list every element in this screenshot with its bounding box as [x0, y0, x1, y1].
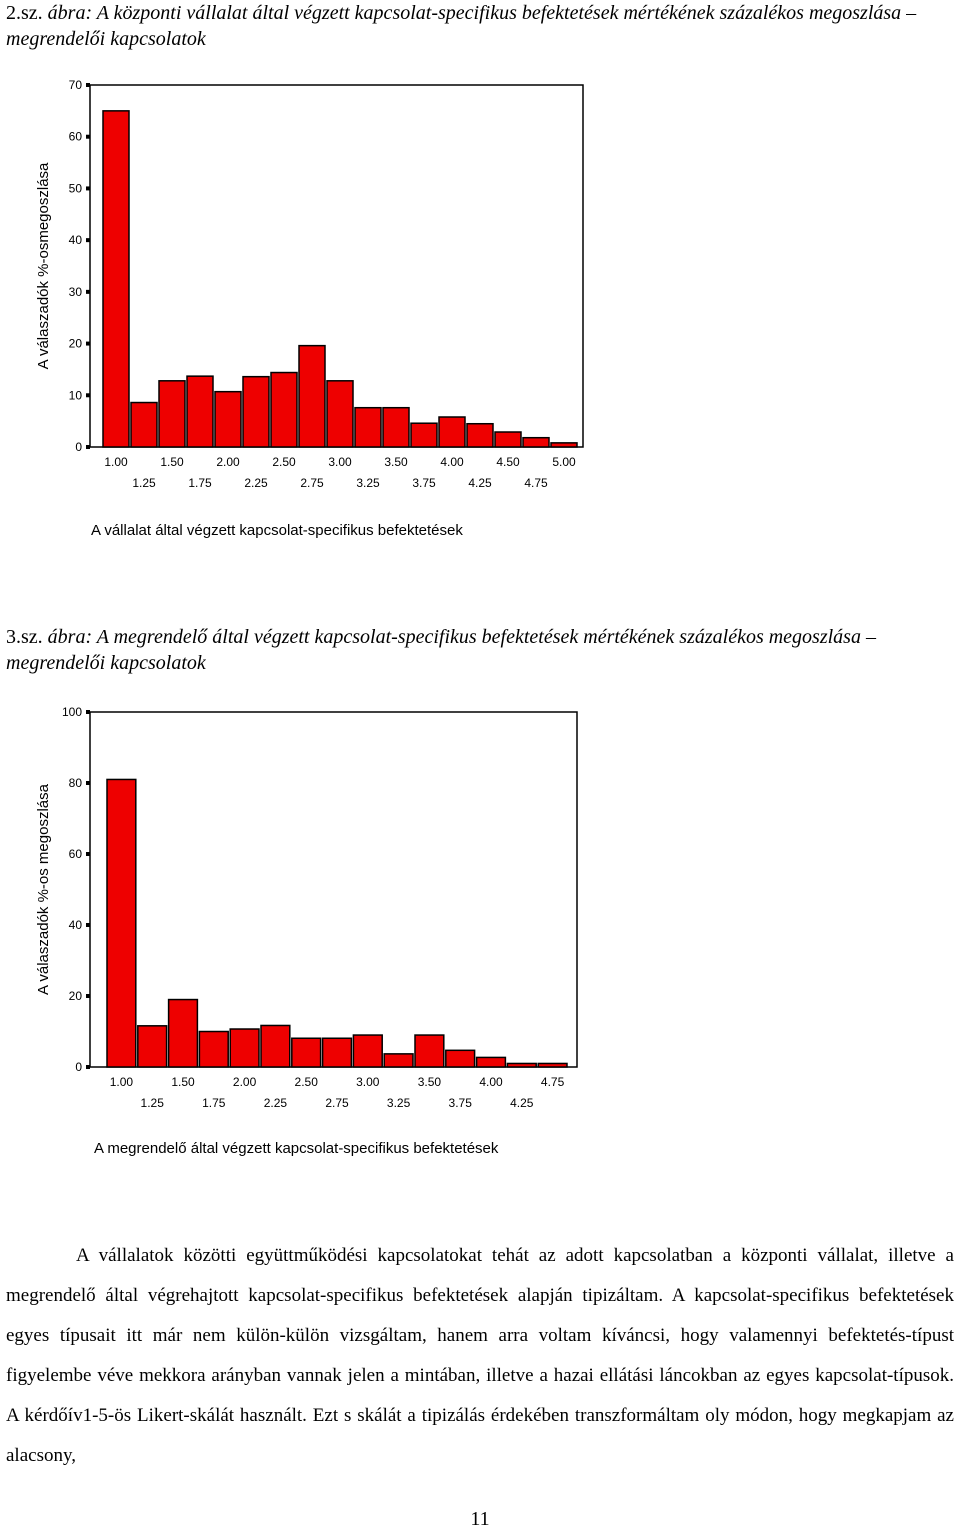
chart1-xtick-label: 4.50 — [496, 455, 520, 469]
chart1-xtick-label: 3.75 — [412, 476, 436, 490]
chart1-bar — [382, 406, 410, 448]
chart1-ytick-label: 20 — [69, 337, 83, 351]
chart2-ylabel: A válaszadók %-os megoszlása — [35, 783, 52, 995]
chart1-xtick-label: 2.75 — [300, 476, 324, 490]
chart1-bar — [130, 401, 158, 448]
chart1-xtick-label: 3.00 — [328, 455, 352, 469]
chart2-bar — [383, 1053, 414, 1068]
figure1-caption-number: 2.sz. — [6, 2, 43, 24]
chart2-xtick-label: 2.00 — [233, 1075, 257, 1089]
chart1-ytick-label: 60 — [69, 130, 83, 144]
chart1-xtick-label: 1.25 — [132, 476, 156, 490]
chart1-bar — [242, 375, 270, 448]
chart2-bar — [321, 1037, 353, 1068]
chart2-xtick-label: 3.25 — [387, 1096, 411, 1110]
chart2-xtick-label: 1.00 — [110, 1075, 134, 1089]
chart1-bar — [410, 422, 438, 448]
chart1-xtick-label: 4.00 — [440, 455, 464, 469]
chart1-bar — [494, 431, 522, 448]
figure2-caption: 3.sz. ábra: A megrendelő által végzett k… — [6, 624, 954, 676]
figure1-caption: 2.sz. ábra: A központi vállalat által vé… — [6, 0, 954, 52]
chart1-xtick-label: 4.25 — [468, 476, 492, 490]
chart2: 0 20 40 60 80 100 1.00 1.50 2.00 2.50 3.00 3.50 4.00… — [35, 705, 578, 1157]
chart2-bar — [506, 1062, 537, 1068]
chart1-bar — [354, 406, 382, 448]
chart1-xtick-label: 5.00 — [552, 455, 576, 469]
chart1-xtick-label: 4.75 — [524, 476, 548, 490]
chart2-xtick-label: 2.50 — [295, 1075, 319, 1089]
chart2-bar — [537, 1062, 568, 1068]
chart1-bar — [186, 375, 214, 448]
chart1-bar — [550, 442, 578, 448]
chart2-bar — [137, 1025, 168, 1068]
chart2-ytick-label: 80 — [69, 776, 83, 790]
chart2-xtick-label: 4.00 — [479, 1075, 503, 1089]
body-paragraph: A vállalatok közötti együttműködési kapc… — [6, 1245, 954, 1466]
chart2-xtick-label: 2.25 — [264, 1096, 288, 1110]
chart2-ytick-label: 20 — [69, 989, 83, 1003]
chart1-xtick-label: 2.00 — [216, 455, 240, 469]
chart1-ylabel: A válaszadók %-osmegoszlása — [35, 162, 52, 369]
chart1-xtick-label: 1.50 — [160, 455, 184, 469]
chart2-bar — [198, 1030, 229, 1068]
chart1-xtick-label: 2.50 — [272, 455, 296, 469]
chart1-xtick-label: 1.00 — [104, 455, 128, 469]
chart2-xtick-label: 3.50 — [418, 1075, 442, 1089]
chart1-ytick-label: 40 — [69, 233, 83, 247]
chart1-ytick-label: 70 — [69, 78, 83, 92]
chart2-bar — [167, 998, 199, 1068]
chart2-xtick-label: 4.25 — [510, 1096, 534, 1110]
chart2-plot: 0 20 40 60 80 100 1.00 1.50 2.00 2.50 3.00 3.50 4.00… — [35, 705, 578, 1157]
chart2-bar — [445, 1049, 476, 1068]
chart1-ytick-label: 50 — [69, 181, 83, 195]
chart1-bar — [298, 344, 326, 448]
chart1-xtick-label: 2.25 — [244, 476, 268, 490]
figure1-caption-text: ábra: A központi vállalat által végzett … — [6, 2, 917, 50]
chart2-bar — [352, 1034, 383, 1068]
chart1-bar — [438, 416, 466, 448]
chart2-xtick-label: 1.25 — [141, 1096, 165, 1110]
chart2-xtick-label: 1.75 — [202, 1096, 226, 1110]
chart1-ytick-label: 0 — [75, 440, 82, 454]
chart2-xtick-label: 2.75 — [325, 1096, 349, 1110]
chart1-ytick-label: 10 — [69, 388, 83, 402]
chart1-bar — [102, 110, 130, 448]
chart2-xtick-label: 4.75 — [541, 1075, 565, 1089]
chart1-xtick-label: 3.25 — [356, 476, 380, 490]
chart1-xtick-label: 1.75 — [188, 476, 212, 490]
chart2-ytick-label: 60 — [69, 847, 83, 861]
chart1-bar — [214, 390, 242, 448]
chart1-bar — [270, 371, 298, 448]
chart1-bar — [522, 436, 550, 448]
chart1-plot: 0 10 20 30 40 50 60 70 1.00 1.50 2.00 2.50 3.00 3.50 4… — [35, 78, 584, 539]
chart2-bar — [291, 1037, 322, 1068]
chart1: 0 10 20 30 40 50 60 70 1.00 1.50 2.00 2.50 3.00 3.50 4… — [35, 78, 584, 539]
chart2-bar — [229, 1028, 260, 1068]
figure2-caption-number: 3.sz. — [6, 626, 43, 648]
figure2-caption-text: ábra: A megrendelő által végzett kapcsol… — [6, 626, 876, 674]
chart2-bar — [414, 1034, 445, 1068]
chart1-ytick-label: 30 — [69, 285, 83, 299]
chart1-xtick-label: 3.50 — [384, 455, 408, 469]
chart1-bar — [326, 380, 354, 448]
chart1-xlabel: A vállalat által végzett kapcsolat-speci… — [91, 522, 463, 539]
chart2-bar — [106, 778, 137, 1068]
chart2-frame — [89, 711, 578, 1068]
chart2-xtick-label: 3.75 — [449, 1096, 473, 1110]
chart2-ytick-label: 100 — [62, 705, 82, 719]
body-text: A vállalatok közötti együttműködési kapc… — [6, 1236, 954, 1476]
page-number: 11 — [470, 1508, 490, 1530]
chart1-bar — [466, 422, 494, 448]
chart2-ytick-label: 0 — [75, 1060, 82, 1074]
chart2-ytick-label: 40 — [69, 918, 83, 932]
chart2-xlabel: A megrendelő által végzett kapcsolat-spe… — [94, 1140, 499, 1157]
chart2-xtick-label: 1.50 — [171, 1075, 195, 1089]
chart2-xtick-label: 3.00 — [356, 1075, 380, 1089]
chart2-bar — [260, 1024, 291, 1068]
chart2-bar — [475, 1056, 507, 1068]
chart1-bar — [158, 380, 186, 448]
